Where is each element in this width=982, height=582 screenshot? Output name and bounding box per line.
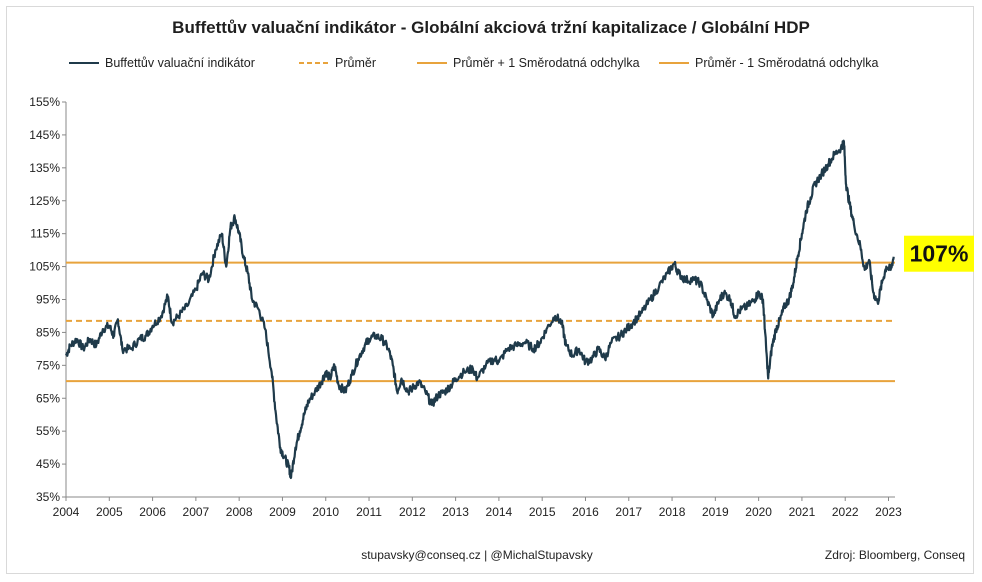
chart-canvas: Buffettův valuační indikátor - Globální … — [29, 18, 974, 562]
x-tick-label: 2007 — [183, 505, 210, 519]
x-tick-label: 2016 — [572, 505, 599, 519]
x-tick-label: 2009 — [269, 505, 296, 519]
x-tick-label: 2004 — [53, 505, 80, 519]
x-tick-label: 2022 — [832, 505, 859, 519]
y-tick-label: 35% — [36, 490, 60, 504]
y-tick-label: 65% — [36, 391, 60, 405]
x-tick-label: 2023 — [875, 505, 902, 519]
legend: Buffettův valuační indikátor Průměr Průměr… — [69, 56, 878, 70]
x-tick-label: 2012 — [399, 505, 426, 519]
legend-label: Průměr — [335, 56, 376, 70]
x-tick-label: 2011 — [356, 505, 382, 519]
x-tick-label: 2008 — [226, 505, 253, 519]
chart-frame: Buffettův valuační indikátor - Globální … — [6, 6, 974, 574]
x-tick-label: 2010 — [312, 505, 339, 519]
y-tick-label: 155% — [29, 95, 60, 109]
buffett-indicator-line — [64, 139, 895, 480]
x-tick-label: 2018 — [659, 505, 686, 519]
callout-box — [904, 235, 974, 272]
x-tick-label: 2006 — [139, 505, 166, 519]
legend-label: Buffettův valuační indikátor — [105, 56, 255, 70]
callout: 107% — [904, 235, 974, 272]
x-tick-label: 2017 — [615, 505, 642, 519]
legend-label: Průměr + 1 Směrodatná odchylka — [453, 56, 640, 70]
y-tick-label: 85% — [36, 325, 60, 339]
legend-label: Průměr - 1 Směrodatná odchylka — [695, 56, 878, 70]
y-tick-label: 125% — [29, 194, 60, 208]
plot-lines — [64, 139, 895, 480]
y-tick-label: 145% — [29, 128, 60, 142]
footer-source: Zdroj: Bloomberg, Conseq — [825, 548, 965, 562]
footer-contact: stupavsky@conseq.cz | @MichalStupavsky — [361, 548, 593, 562]
x-tick-label: 2019 — [702, 505, 729, 519]
x-tick-label: 2020 — [745, 505, 772, 519]
axes: 35% 45% 55% 65% 75% 85% 95% 105% 115% 125% 135% 145… — [29, 95, 902, 519]
chart-title: Buffettův valuační indikátor - Globální … — [172, 18, 810, 37]
callout-label: 107% — [910, 241, 969, 267]
y-tick-label: 115% — [30, 227, 60, 241]
x-tick-label: 2021 — [789, 505, 816, 519]
x-tick-label: 2015 — [529, 505, 556, 519]
y-tick-label: 105% — [29, 260, 60, 274]
y-tick-label: 55% — [36, 424, 60, 438]
y-tick-label: 135% — [29, 161, 60, 175]
x-tick-label: 2013 — [442, 505, 469, 519]
y-tick-label: 75% — [36, 358, 60, 372]
y-tick-label: 95% — [36, 293, 60, 307]
y-tick-label: 45% — [36, 457, 60, 471]
x-tick-label: 2005 — [96, 505, 123, 519]
x-tick-label: 2014 — [486, 505, 513, 519]
